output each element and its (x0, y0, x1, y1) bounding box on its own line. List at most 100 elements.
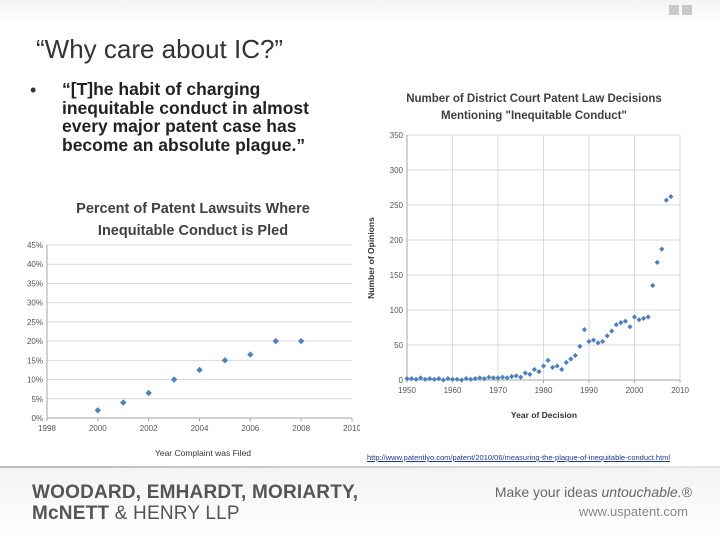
ic-decisions-chart: Number of District Court Patent Law Deci… (362, 82, 700, 422)
chart2-data-point (472, 376, 478, 382)
chart2-data-point (577, 343, 583, 349)
chart2-data-point (404, 376, 410, 382)
chart2-title-line-2: Mentioning "Inequitable Conduct" (441, 110, 627, 122)
chart1-data-point (145, 389, 152, 397)
chart2-data-point (595, 340, 601, 346)
chart2-data-point (631, 314, 638, 320)
chart2-data-point (427, 376, 433, 382)
chart1-y-tick-label-4: 20% (27, 337, 43, 346)
chart2-x-tick-label-2: 1970 (489, 386, 507, 395)
bullet-quote: “[T]he habit of charging inequitable con… (62, 79, 309, 155)
chart2-x-tick-label-4: 1990 (580, 386, 598, 395)
tagline: Make your ideas untouchable.® (495, 484, 692, 500)
chart2-data-point (522, 370, 528, 376)
chart1-x-tick-label-3: 2004 (191, 424, 209, 433)
chart2-data-point (418, 375, 424, 381)
chart1-title-line-2: Inequitable Conduct is Pled (98, 223, 288, 239)
tagline-emphasis: untouchable.® (601, 484, 693, 500)
chart1-data-point (196, 366, 203, 374)
chart2-data-point (659, 246, 665, 252)
chart2-data-point (668, 194, 674, 200)
chart2-data-point (527, 371, 533, 377)
chart2-data-point (504, 375, 510, 381)
chart2-data-point (463, 376, 469, 382)
chart1-data-point (221, 357, 229, 364)
chart1-y-tick-label-8: 40% (27, 260, 43, 269)
chart2-y-tick-label-6: 300 (390, 166, 404, 175)
chart2-data-point (627, 324, 633, 330)
chart2-x-tick-label-1: 1960 (444, 386, 462, 395)
chart1-y-tick-label-9: 45% (27, 241, 43, 250)
firm-name-henry: & HENRY LLP (109, 503, 240, 524)
chart1-x-tick-label-5: 2008 (292, 424, 310, 433)
chart2-data-point (445, 376, 451, 382)
firm-website: www.uspatent.com (578, 504, 688, 519)
footer (0, 468, 720, 540)
chart1-x-tick-label-0: 1998 (38, 424, 56, 433)
chart2-data-point (618, 320, 624, 326)
bullet-marker: • (30, 80, 37, 100)
chart1-x-tick-label-6: 2010 (343, 424, 360, 433)
ic-percent-chart: Percent of Patent Lawsuits Where Inequita… (15, 192, 360, 464)
chart1-data-point (94, 407, 102, 414)
chart2-data-point (408, 376, 415, 382)
chart2-data-point (645, 314, 651, 320)
chart2-x-tick-label-3: 1980 (535, 386, 553, 395)
corner-decoration (666, 2, 692, 20)
chart2-data-point (636, 317, 642, 323)
chart2-data-point (663, 197, 669, 203)
chart2-data-point (650, 282, 656, 289)
chart2-data-point (563, 359, 569, 366)
footer-divider (0, 466, 720, 468)
chart2-title-line-1: Number of District Court Patent Law Deci… (406, 93, 662, 105)
chart1-x-axis-label: Year Complaint was Filed (155, 448, 251, 458)
chart1-y-tick-label-2: 10% (27, 376, 43, 385)
chart2-data-point (641, 315, 647, 321)
chart2-x-axis-label: Year of Decision (511, 410, 577, 420)
chart1-x-tick-label-2: 2002 (140, 424, 158, 433)
chart2-data-point (495, 375, 501, 381)
chart2-y-tick-label-1: 50 (394, 341, 403, 350)
chart1-y-tick-label-5: 25% (27, 318, 43, 327)
chart2-data-point (540, 363, 547, 369)
source-link[interactable]: http://www.patentlyo.com/patent/2010/06/… (367, 453, 671, 462)
chart1-y-tick-label-7: 35% (27, 279, 43, 288)
chart2-data-point (559, 366, 565, 373)
chart1-background (15, 192, 360, 464)
chart2-data-point (490, 375, 497, 381)
chart2-data-point (436, 376, 442, 382)
chart2-data-point (609, 328, 615, 334)
chart2-y-tick-label-2: 100 (390, 306, 404, 315)
chart2-x-tick-label-6: 2010 (671, 386, 689, 395)
chart2-data-point (449, 376, 456, 382)
chart2-data-point (622, 318, 628, 324)
chart1-x-tick-label-1: 2000 (89, 424, 107, 433)
chart2-data-point (550, 364, 556, 370)
chart2-data-point (568, 356, 574, 362)
chart2-y-tick-label-4: 200 (390, 236, 404, 245)
chart2-background (362, 82, 700, 422)
chart1-x-tick-label-4: 2006 (241, 424, 259, 433)
chart2-data-point (477, 375, 483, 381)
chart2-y-tick-label-5: 250 (390, 201, 404, 210)
chart2-x-tick-label-0: 1950 (398, 386, 416, 395)
slide-title: “Why care about IC?” (36, 34, 284, 64)
chart1-y-tick-label-1: 5% (31, 395, 43, 404)
firm-name-mcnett: McNETT (32, 503, 110, 524)
chart2-data-point (586, 338, 592, 345)
firm-name-line-2: McNETT & HENRY LLP (32, 503, 240, 525)
chart1-data-point (170, 376, 178, 383)
chart2-y-tick-label-0: 0 (399, 376, 404, 385)
chart2-data-point (518, 374, 524, 380)
chart1-y-tick-label-3: 15% (27, 356, 43, 365)
tagline-text: Make your ideas (494, 484, 602, 500)
chart1-title-line-1: Percent of Patent Lawsuits Where (76, 201, 310, 217)
chart2-data-point (481, 376, 487, 382)
chart1-y-tick-label-6: 30% (27, 299, 43, 308)
chart2-data-point (499, 374, 506, 380)
chart1-data-point (247, 351, 254, 358)
chart1-y-tick-label-0: 0% (31, 414, 43, 423)
chart2-x-tick-label-5: 2000 (626, 386, 644, 395)
chart2-y-tick-label-7: 350 (390, 131, 404, 140)
top-band (0, 0, 720, 22)
